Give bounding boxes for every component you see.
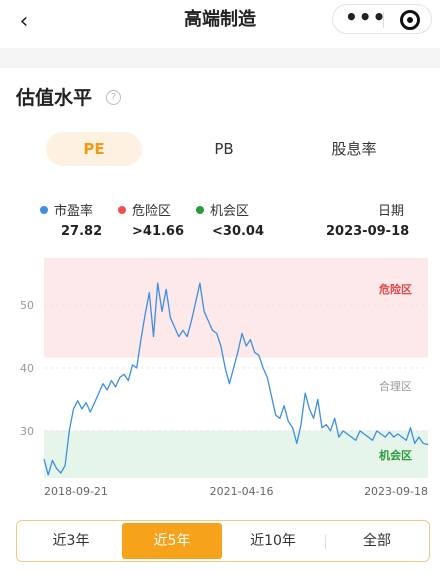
legend-pe-value: 27.82	[61, 224, 103, 239]
legend-pe-label: 市盈率	[54, 204, 94, 219]
section-title: 估值水平	[16, 87, 93, 109]
legend-danger-value: >41.66	[132, 224, 185, 239]
range-3y[interactable]: 近3年	[52, 533, 90, 549]
y-tick-label: 40	[20, 362, 34, 375]
target-close-icon[interactable]	[400, 10, 420, 30]
range-all[interactable]: 全部	[363, 533, 391, 549]
range-10y[interactable]: 近10年	[250, 533, 296, 549]
legend-pe: 市盈率	[40, 203, 93, 221]
legend-chance: 机会区	[196, 203, 249, 221]
chance-zone	[44, 430, 428, 478]
tab-pe[interactable]: PE	[46, 132, 142, 166]
danger-zone-label: 危险区	[378, 282, 412, 296]
fair-zone-label: 合理区	[379, 379, 412, 393]
pe-dot-icon	[40, 206, 48, 214]
legend-chance-value: <30.04	[212, 224, 265, 239]
valuation-card: 估值水平 ? PE PB 股息率 市盈率 27.82 危险区 >41.66 机会…	[0, 68, 440, 571]
legend-chance-label: 机会区	[210, 204, 250, 219]
chance-zone-label: 机会区	[379, 448, 412, 462]
range-selector: 近3年 近5年 近10年 全部	[16, 520, 430, 562]
danger-dot-icon	[118, 206, 126, 214]
question-circle-icon[interactable]: ?	[106, 90, 121, 105]
range-5y[interactable]: 近5年	[122, 523, 222, 559]
legend-date-label: 日期	[378, 204, 405, 219]
nav-header: ‹ 高端制造 •••	[0, 0, 440, 48]
mini-program-capsule: •••	[332, 4, 432, 34]
range-separator	[325, 535, 326, 549]
y-tick-label: 50	[20, 299, 34, 312]
tab-dividend-yield[interactable]: 股息率	[331, 140, 377, 158]
chance-dot-icon	[196, 206, 204, 214]
legend-date-value: 2023-09-18	[326, 224, 410, 239]
legend-danger: 危险区	[118, 203, 171, 221]
more-dots-icon[interactable]: •••	[345, 5, 387, 29]
tab-pb[interactable]: PB	[214, 140, 234, 158]
page-title: 高端制造	[184, 9, 256, 30]
chevron-left-icon[interactable]: ‹	[19, 9, 29, 34]
legend-danger-label: 危险区	[132, 204, 172, 219]
pe-series-line	[43, 282, 429, 476]
x-tick-label: 2023-09-18	[364, 485, 428, 498]
y-tick-label: 30	[20, 425, 34, 438]
capsule-divider	[383, 12, 384, 28]
danger-zone	[44, 258, 428, 358]
x-tick-label: 2018-09-21	[44, 485, 108, 498]
x-tick-label: 2021-04-16	[210, 485, 274, 498]
